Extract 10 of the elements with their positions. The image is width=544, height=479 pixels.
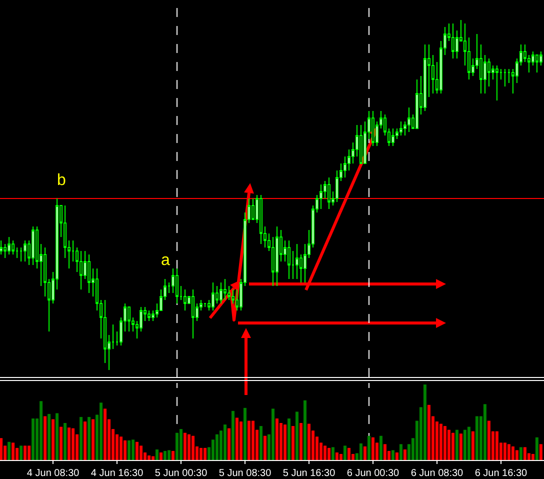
x-tick-label: 6 Jun 00:30 xyxy=(346,468,400,479)
x-tick-label: 5 Jun 08:30 xyxy=(218,468,272,479)
annotation: a xyxy=(161,252,170,269)
annotation: b xyxy=(57,172,66,189)
x-tick-label: 6 Jun 08:30 xyxy=(410,468,464,479)
x-tick-label: 4 Jun 08:30 xyxy=(26,468,80,479)
x-tick-label: 6 Jun 16:30 xyxy=(474,468,528,479)
x-tick-label: 5 Jun 16:30 xyxy=(282,468,336,479)
x-tick-label: 4 Jun 16:30 xyxy=(90,468,144,479)
x-tick-label: 5 Jun 00:30 xyxy=(154,468,208,479)
